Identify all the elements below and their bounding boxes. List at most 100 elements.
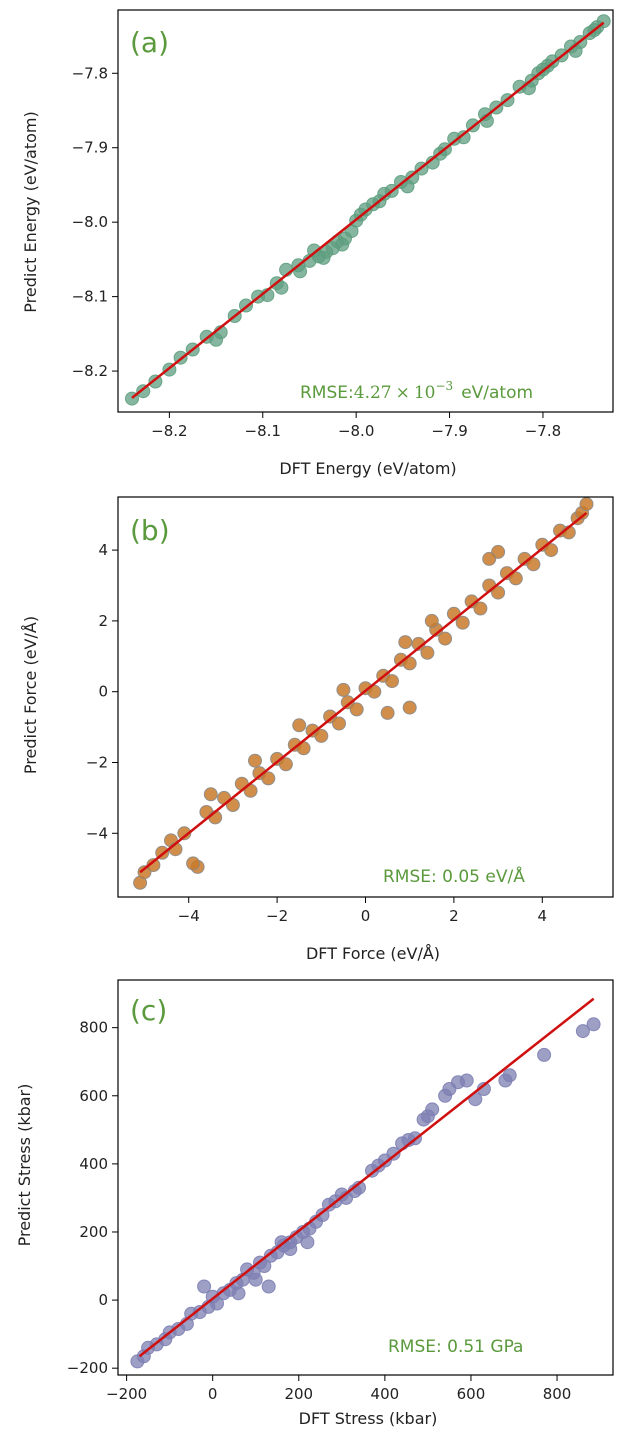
force-x-tick-label: −4: [178, 907, 200, 925]
stress-rmse-annotation: RMSE: 0.51 GPa: [388, 1337, 523, 1357]
energy-fit-line: [131, 21, 605, 399]
force-axes-frame: [117, 496, 614, 898]
stress-x-axis-label: DFT Stress (kbar): [299, 1409, 438, 1428]
force-y-tick: 4: [98, 541, 118, 559]
force-y-tick: 2: [98, 612, 118, 630]
force-point-2: [146, 858, 161, 873]
stress-point-63: [283, 1242, 298, 1256]
force-x-axis-label: DFT Force (eV/Å): [306, 944, 440, 963]
force-point-63: [398, 635, 413, 650]
force-y-tick: −4: [86, 824, 118, 842]
energy-rmse-prefix: RMSE:: [300, 383, 354, 403]
energy-x-tick-label: −8.0: [338, 422, 374, 440]
force-panel-label: (b): [130, 514, 170, 547]
energy-point-55: [377, 186, 392, 201]
force-x-tick: 2: [449, 897, 459, 925]
stress-x-tick: 800: [543, 1375, 572, 1403]
stress-y-tick-label: 600: [79, 1087, 108, 1105]
stress-y-axis-label: Predict Stress (kbar): [15, 1084, 34, 1247]
energy-point-51: [307, 243, 322, 258]
stress-axes-frame: [117, 979, 614, 1376]
stress-y-tick: 200: [79, 1223, 118, 1241]
force-point-56: [380, 705, 395, 720]
force-x-tick: −4: [178, 897, 200, 925]
energy-y-tick-label: −7.8: [72, 64, 108, 82]
force-x-tick-label: 4: [538, 907, 548, 925]
energy-point-33: [456, 130, 471, 145]
stress-point-49: [459, 1073, 474, 1088]
energy-rmse-mantissa: 4.27: [354, 383, 392, 403]
stress-x-tick: 600: [457, 1375, 485, 1403]
energy-axes-frame: [117, 9, 614, 413]
stress-point-57: [261, 1279, 276, 1294]
force-point-48: [544, 543, 559, 558]
energy-point-48: [209, 332, 224, 347]
force-point-40: [473, 601, 488, 616]
stress-fit-line: [138, 997, 595, 1358]
energy-point-52: [316, 250, 331, 265]
force-y-tick-label: −4: [86, 824, 108, 842]
force-point-38: [455, 615, 470, 630]
force-point-55: [482, 551, 497, 566]
energy-x-tick: −7.8: [525, 412, 561, 440]
energy-rmse-base: 10: [414, 383, 436, 403]
stress-point-45: [425, 1102, 440, 1117]
stress-y-tick-label: 0: [98, 1291, 108, 1309]
force-point-32: [402, 656, 417, 671]
force-point-44: [508, 571, 523, 586]
stress-y-tick-label: 800: [79, 1019, 108, 1037]
stress-point-29: [315, 1208, 330, 1222]
force-y-axis-label: Predict Force (eV/Å): [21, 616, 40, 774]
force-y-tick-label: 4: [98, 541, 108, 559]
energy-y-tick-label: −8.1: [72, 288, 108, 306]
stress-x-tick-label: 800: [543, 1385, 572, 1403]
force-point-57: [402, 700, 417, 715]
stress-x-tick-label: 0: [208, 1385, 218, 1403]
energy-y-tick: −8.2: [72, 362, 118, 380]
force-point-30: [385, 674, 399, 689]
force-x-tick-label: 0: [361, 907, 371, 925]
force-x-tick-label: 2: [449, 907, 459, 925]
energy-rmse-exponent: −3: [436, 379, 454, 393]
force-point-62: [336, 682, 351, 697]
energy-point-53: [335, 237, 350, 252]
stress-x-tick: 200: [284, 1375, 313, 1403]
force-point-26: [349, 702, 364, 717]
energy-y-tick-label: −8.2: [72, 362, 108, 380]
force-y-tick-label: 2: [98, 612, 108, 630]
energy-y-tick: −8.0: [72, 213, 118, 231]
force-point-16: [261, 771, 276, 786]
stress-point-53: [502, 1068, 517, 1083]
energy-x-tick-label: −7.9: [431, 422, 467, 440]
energy-rmse-annotation: RMSE:4.27 × 10−3 eV/atom: [300, 379, 533, 403]
stress-y-tick: 400: [79, 1155, 118, 1173]
stress-y-tick: 600: [79, 1087, 118, 1105]
energy-x-axis-label: DFT Energy (eV/atom): [279, 459, 456, 478]
force-x-tick: −2: [266, 897, 288, 925]
stress-x-tick-label: −200: [106, 1385, 147, 1403]
force-point-46: [526, 557, 541, 572]
energy-x-tick-label: −7.8: [525, 422, 561, 440]
energy-point-49: [274, 280, 289, 295]
energy-y-axis-label: Predict Energy (eV/atom): [21, 111, 40, 312]
stress-point-58: [248, 1272, 263, 1287]
force-y-tick-label: 0: [98, 683, 108, 701]
force-point-42: [491, 585, 506, 600]
energy-y-tick: −7.9: [72, 139, 118, 157]
force-x-tick: 4: [538, 897, 548, 925]
force-point-8: [186, 856, 201, 871]
force-y-tick: −2: [86, 753, 118, 771]
stress-x-tick: 0: [208, 1375, 218, 1403]
force-point-24: [332, 716, 346, 731]
stress-points: [130, 1017, 601, 1369]
energy-rmse-unit: eV/atom: [461, 383, 533, 403]
stress-x-tick: −200: [106, 1375, 147, 1403]
force-plot-area: −4 −2 0 2 4 −4 −2 0 2 4: [86, 496, 614, 925]
stress-panel: −200 0 200 400 600 800 −200 0 200 400 600 800 (c) R…: [15, 979, 614, 1428]
stress-point-60: [197, 1279, 212, 1294]
stress-point-56: [586, 1017, 601, 1032]
energy-y-tick-label: −8.0: [72, 213, 108, 231]
force-point-18: [278, 757, 293, 772]
force-y-tick-label: −2: [86, 753, 108, 771]
